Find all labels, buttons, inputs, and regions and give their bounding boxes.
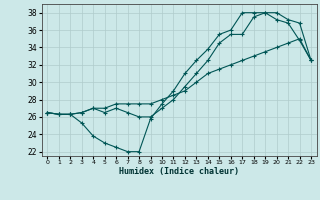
X-axis label: Humidex (Indice chaleur): Humidex (Indice chaleur) [119,167,239,176]
